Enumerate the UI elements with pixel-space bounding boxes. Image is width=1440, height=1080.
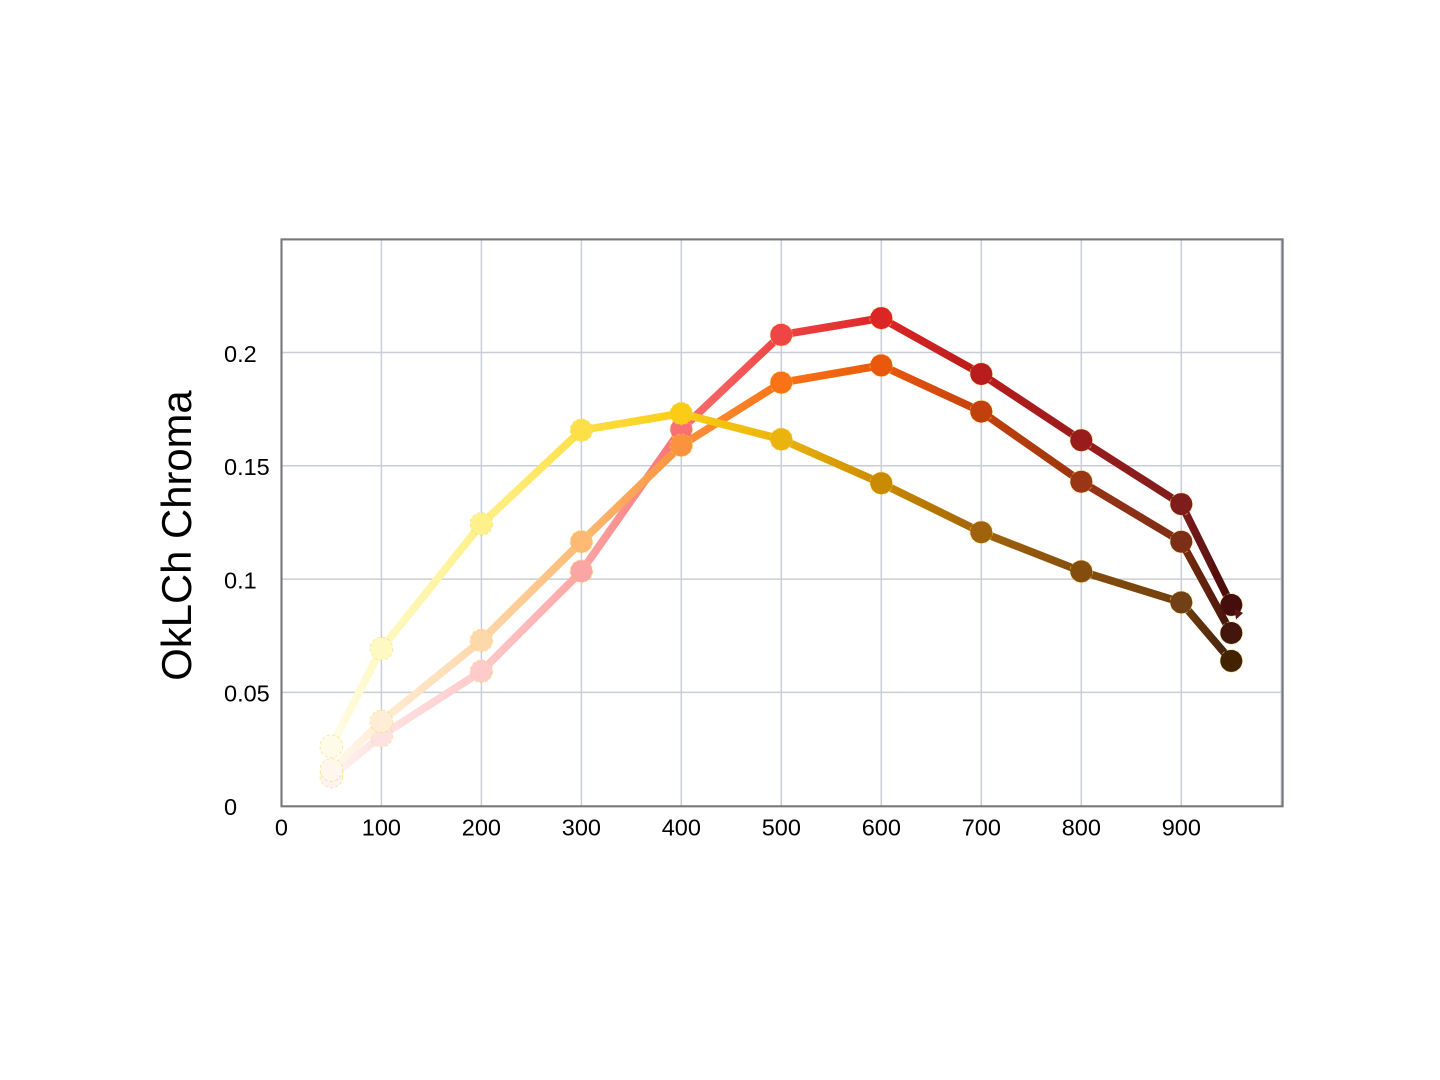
- svg-text:200: 200: [462, 815, 501, 841]
- svg-text:OkLCh Chroma: OkLCh Chroma: [153, 390, 200, 681]
- svg-text:900: 900: [1162, 815, 1201, 841]
- svg-text:400: 400: [662, 815, 701, 841]
- svg-text:0.1: 0.1: [224, 567, 257, 593]
- svg-text:100: 100: [362, 815, 401, 841]
- svg-text:800: 800: [1062, 815, 1101, 841]
- svg-text:500: 500: [762, 815, 801, 841]
- svg-text:300: 300: [562, 815, 601, 841]
- svg-text:0.2: 0.2: [224, 341, 257, 367]
- svg-text:0.15: 0.15: [224, 454, 270, 480]
- svg-text:0: 0: [275, 815, 288, 841]
- svg-text:700: 700: [962, 815, 1001, 841]
- svg-text:0: 0: [224, 794, 237, 820]
- svg-text:600: 600: [862, 815, 901, 841]
- svg-text:0.05: 0.05: [224, 681, 270, 707]
